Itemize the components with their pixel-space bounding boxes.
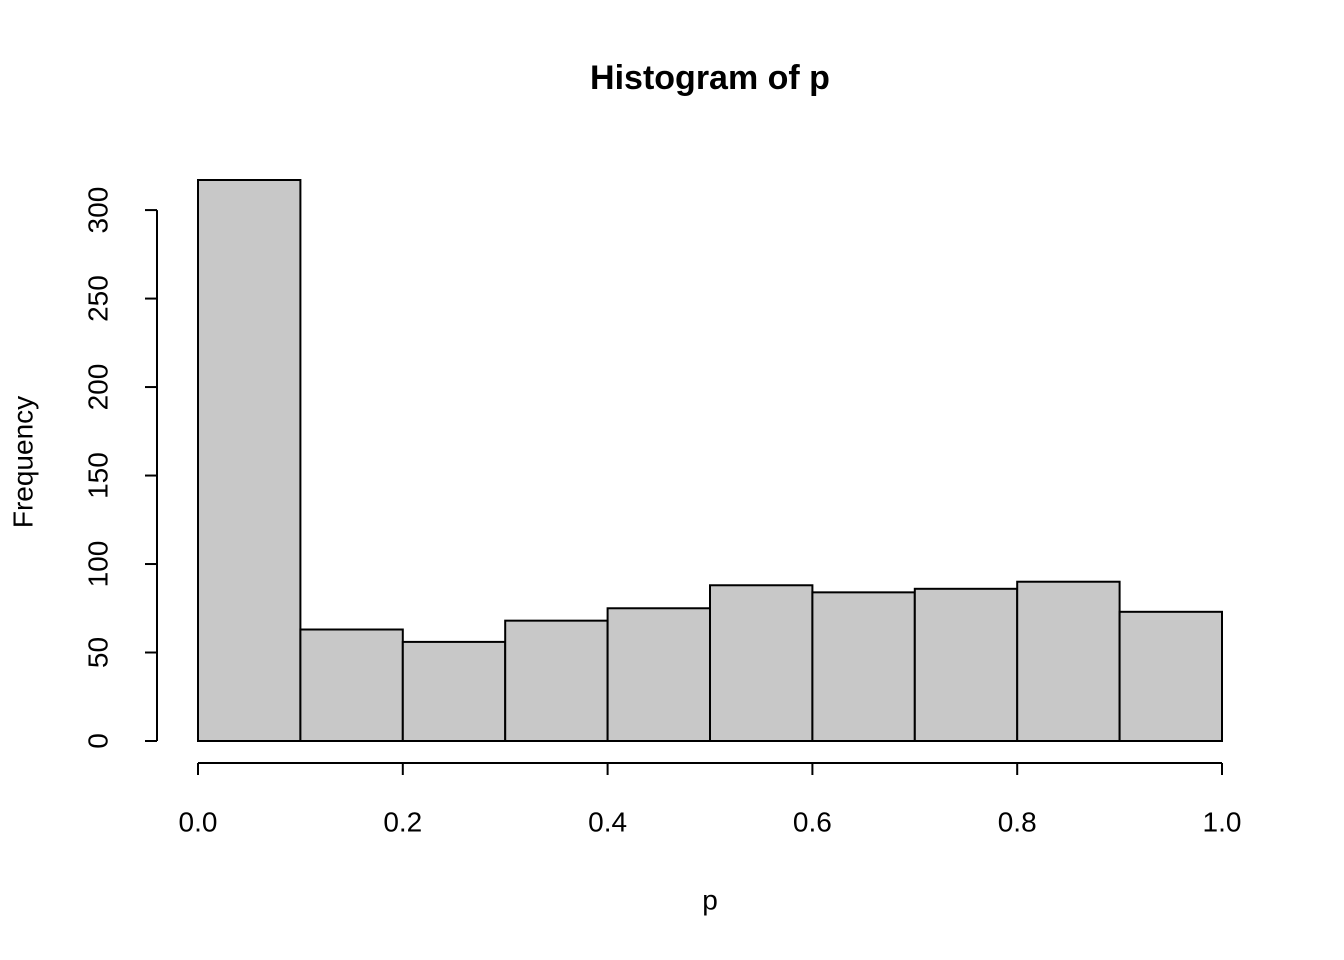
y-tick-label: 0 [82,733,113,749]
x-tick-label: 0.6 [793,806,832,837]
bar [401,640,507,742]
y-tick-label: 50 [82,637,113,668]
x-tick-label: 0.4 [588,806,627,837]
y-tick-label: 150 [82,452,113,499]
bar [1016,580,1121,742]
x-tick-label: 0.2 [383,806,422,837]
x-axis-label: p [702,884,718,915]
y-axis-label: Frequency [7,396,38,528]
x-tick-label: 0.8 [998,806,1037,837]
y-tick-label: 200 [82,364,113,411]
bar [709,584,814,743]
x-tick-label: 1.0 [1203,806,1242,837]
bar [197,179,302,742]
bar [811,591,916,743]
bar [1118,610,1223,742]
bar [606,607,711,743]
bar [913,587,1019,743]
bar [504,619,609,742]
y-tick-label: 300 [82,187,113,234]
y-tick-label: 250 [82,275,113,322]
chart-title: Histogram of p [590,59,830,97]
y-tick-label: 100 [82,541,113,588]
x-tick-label: 0.0 [179,806,218,837]
bar [299,628,404,742]
